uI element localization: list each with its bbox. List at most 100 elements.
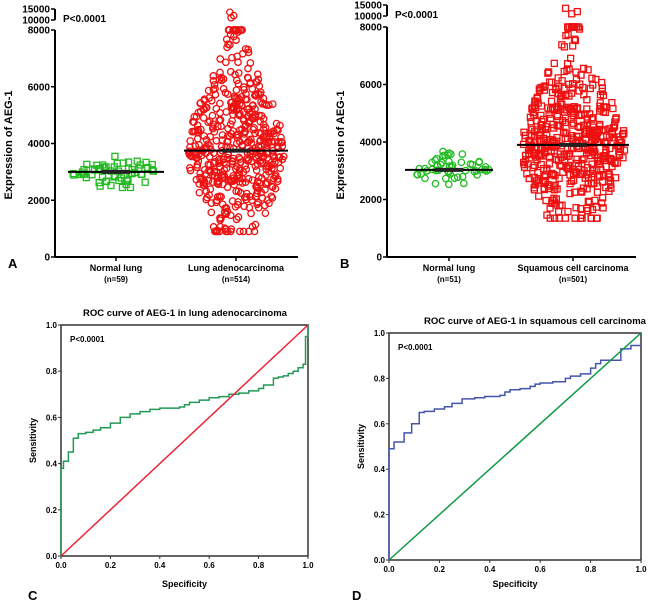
data-point	[269, 174, 278, 183]
data-point	[552, 84, 560, 93]
data-point	[549, 170, 558, 179]
data-points-0	[413, 147, 493, 189]
data-point	[195, 188, 204, 197]
panel-d: ROC curve of AEG-1 in squamous cell carc…	[352, 316, 647, 601]
data-point	[240, 85, 248, 94]
data-point	[599, 91, 608, 100]
data-point	[578, 156, 586, 164]
group-label: Squamous cell carcinoma	[517, 263, 629, 273]
y-axis-label: Expression of AEG-1	[335, 90, 347, 199]
data-point	[525, 174, 533, 183]
data-point	[444, 151, 452, 159]
group-n-label: (n=59)	[104, 275, 128, 284]
data-point	[554, 74, 562, 82]
data-point	[191, 142, 200, 150]
data-point	[270, 154, 279, 163]
data-point	[598, 84, 606, 92]
data-point	[247, 139, 256, 147]
data-point	[457, 158, 466, 167]
data-point	[69, 170, 77, 178]
data-point	[193, 134, 202, 143]
data-point	[239, 83, 248, 92]
x-axis-label: Specificity	[162, 579, 207, 589]
data-point	[521, 131, 530, 140]
x-tick-label: 0.4	[484, 565, 496, 574]
data-point	[111, 152, 119, 160]
data-point	[588, 74, 596, 82]
data-point	[552, 155, 561, 164]
data-point	[520, 163, 529, 171]
y-tick-label: 0.6	[374, 420, 386, 429]
data-point	[225, 26, 233, 34]
data-point	[556, 94, 565, 103]
data-point	[586, 84, 594, 93]
data-point	[602, 149, 610, 157]
data-point	[581, 110, 589, 118]
data-point	[192, 112, 201, 121]
data-point	[196, 99, 205, 108]
data-point	[538, 125, 547, 133]
data-point	[186, 137, 195, 145]
group-n-label: (n=514)	[222, 275, 251, 284]
data-point	[528, 126, 536, 134]
data-point	[258, 100, 267, 108]
data-point	[605, 125, 613, 133]
data-point	[444, 180, 453, 189]
data-point	[228, 197, 237, 205]
data-point	[247, 209, 255, 218]
data-point	[579, 64, 588, 73]
data-point	[236, 155, 244, 163]
data-point	[580, 155, 588, 163]
data-point	[244, 45, 253, 54]
data-point	[550, 59, 558, 67]
data-point	[545, 152, 554, 161]
y-tick-label: 0.4	[46, 460, 58, 469]
data-point	[534, 168, 542, 177]
data-point	[537, 160, 545, 169]
data-point	[601, 139, 610, 148]
y-tick-label: 8000	[28, 26, 51, 37]
y-tick-label: 4000	[360, 138, 383, 149]
data-point	[234, 110, 243, 119]
data-point	[102, 177, 111, 185]
data-point	[608, 98, 616, 107]
data-point	[553, 112, 562, 121]
data-point	[273, 142, 282, 151]
data-point	[221, 88, 230, 97]
data-point	[571, 214, 579, 222]
data-point	[144, 163, 152, 172]
x-tick-label: 1.0	[635, 565, 647, 574]
data-point	[612, 115, 620, 123]
data-point	[193, 161, 202, 169]
y-tick-label: 0.0	[46, 552, 58, 561]
group-n-label: (n=51)	[437, 275, 461, 284]
data-point	[544, 104, 552, 112]
data-point	[122, 180, 130, 189]
data-point	[215, 192, 224, 201]
data-point	[278, 142, 287, 150]
data-point	[229, 174, 238, 182]
reference-line	[388, 332, 642, 561]
data-point	[564, 161, 573, 170]
data-point	[267, 161, 276, 170]
data-point	[564, 30, 572, 39]
data-point	[526, 136, 534, 145]
data-point	[259, 148, 267, 156]
data-point	[458, 150, 467, 158]
data-point	[431, 156, 440, 165]
panel-label: D	[352, 588, 361, 601]
data-point	[610, 123, 618, 132]
data-point	[573, 155, 581, 163]
data-point	[221, 204, 229, 213]
data-point	[421, 174, 429, 183]
data-point	[570, 35, 579, 43]
data-point	[197, 151, 206, 160]
data-point	[244, 64, 252, 73]
data-point	[245, 108, 254, 117]
data-point	[596, 99, 604, 107]
data-point	[606, 177, 615, 185]
data-point	[245, 136, 254, 145]
data-point	[141, 178, 149, 186]
data-point	[202, 135, 211, 144]
panel-label: A	[8, 256, 18, 271]
